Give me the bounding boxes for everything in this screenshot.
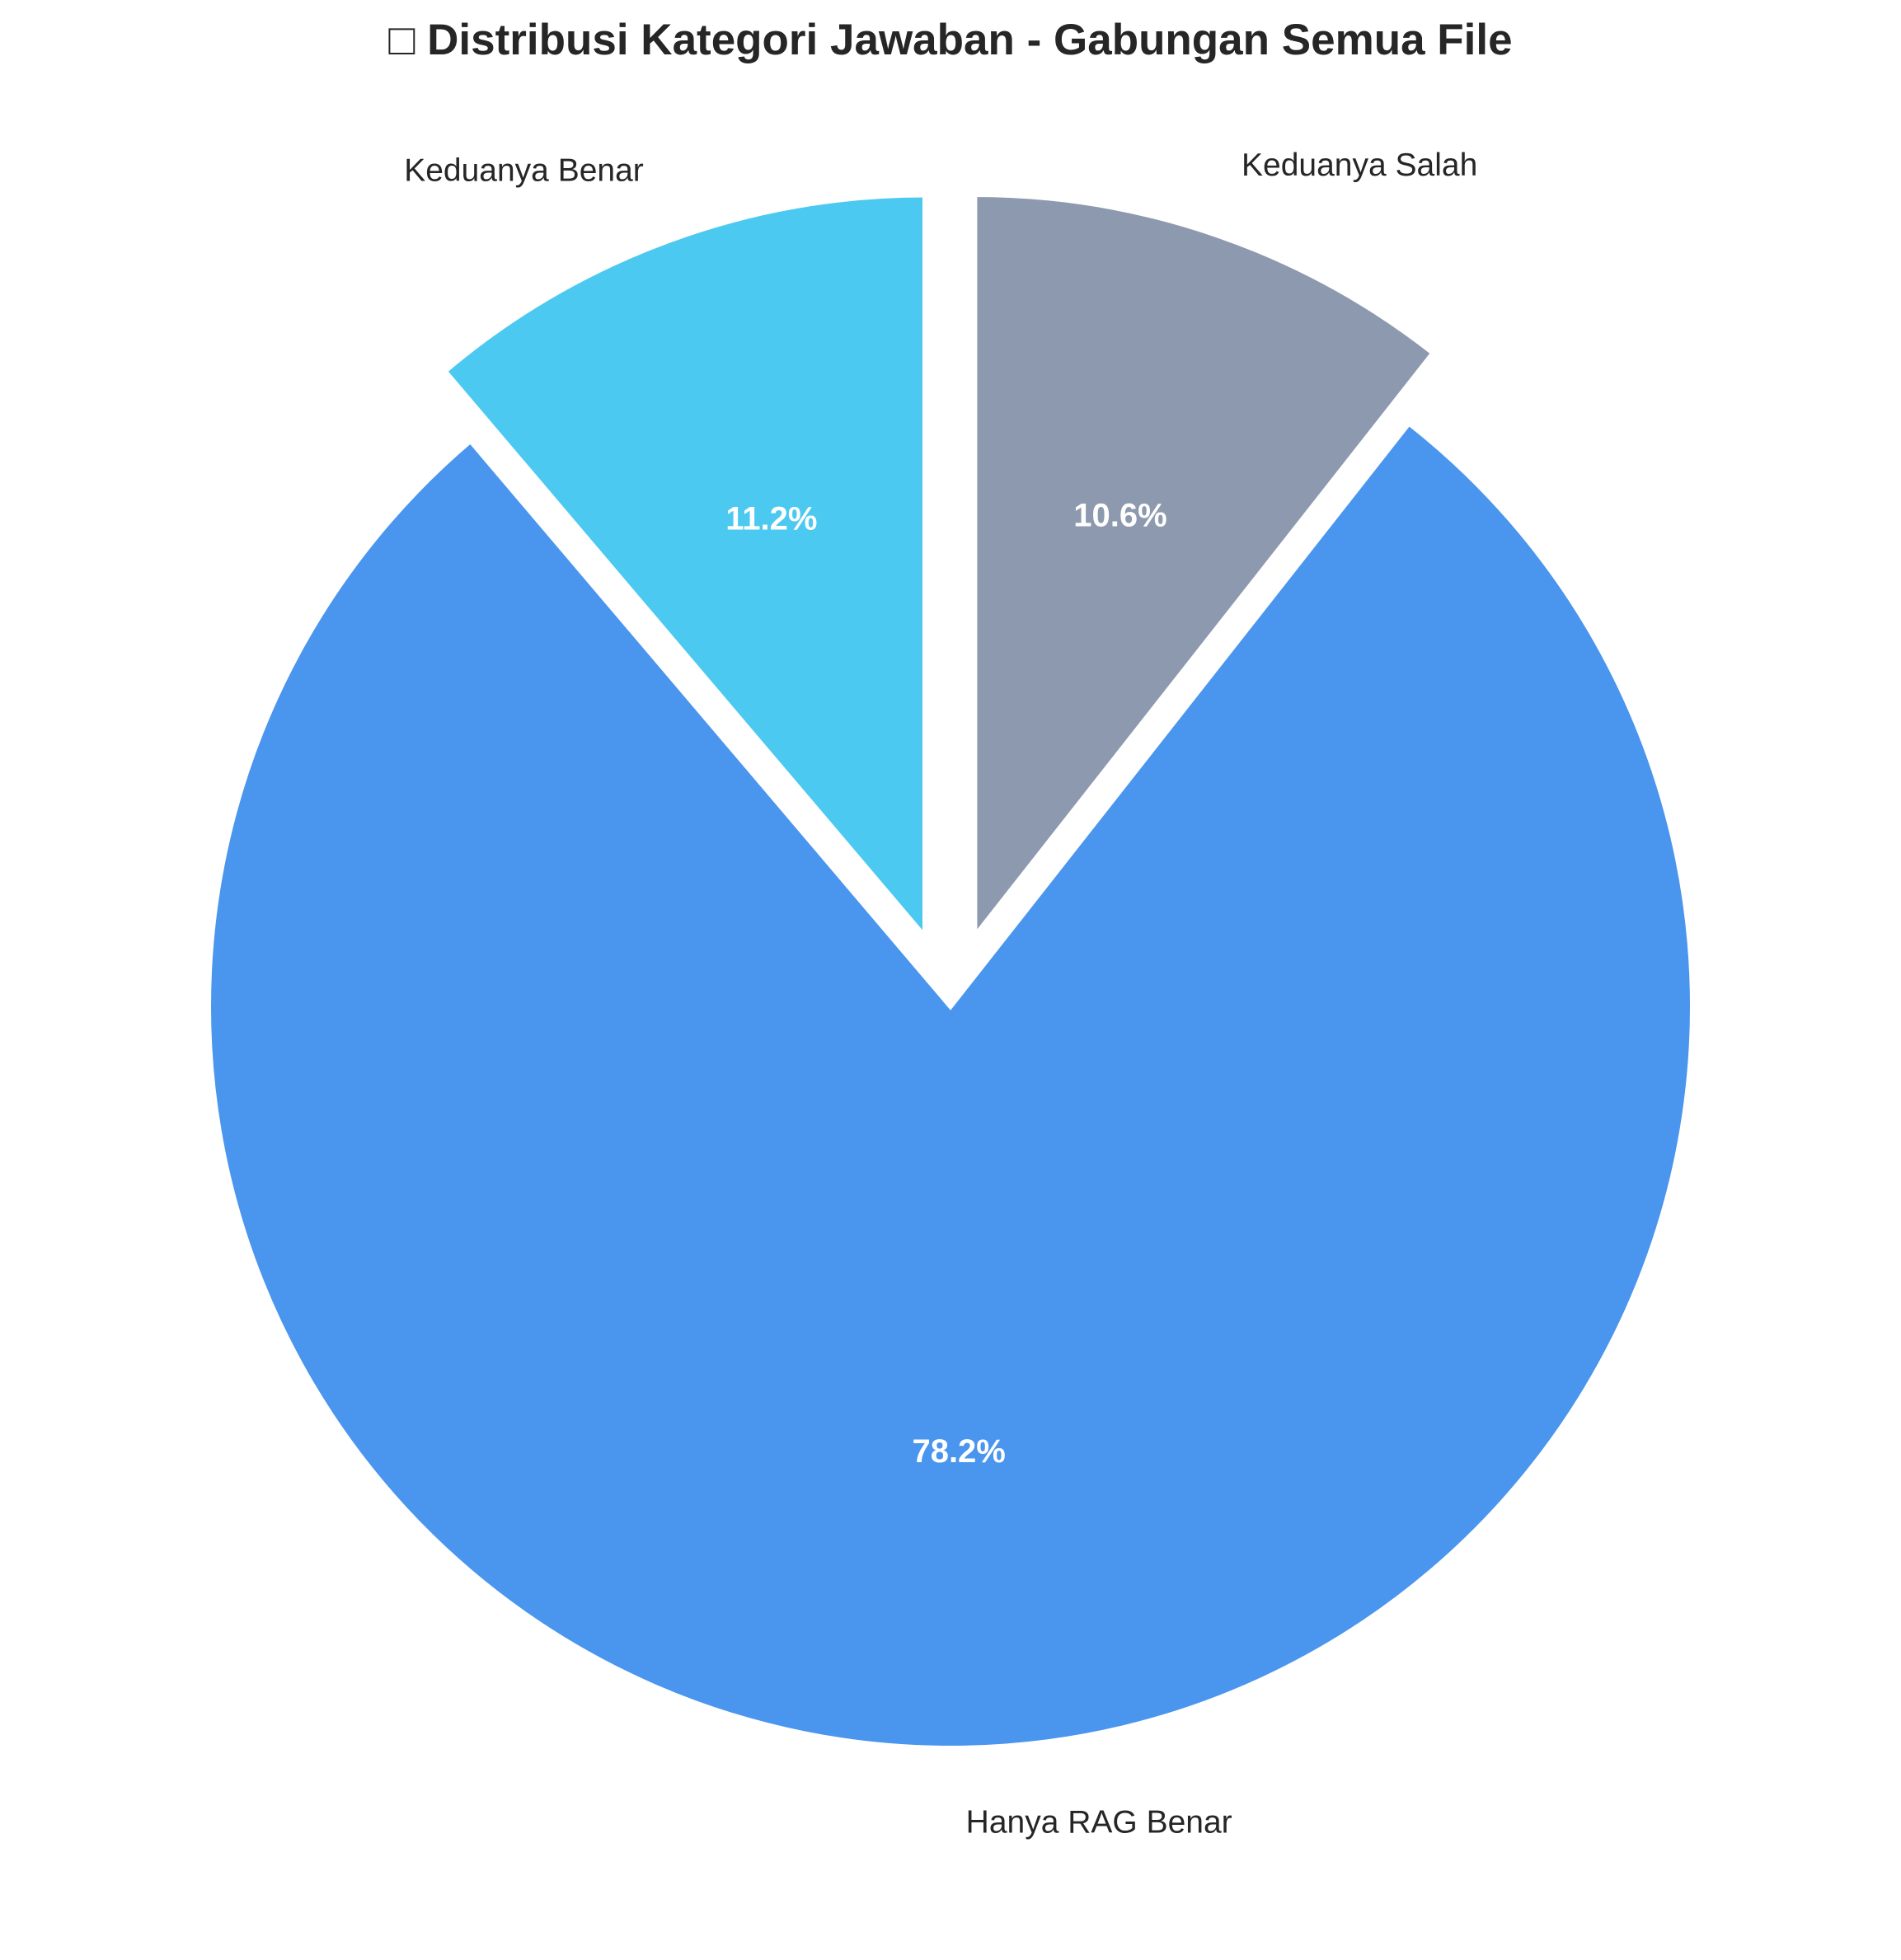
percent-labels: 11.2% 78.2% 10.6% xyxy=(725,498,1166,1470)
pie-slices xyxy=(206,191,1695,1751)
slice-label-keduanya-salah: Keduanya Salah xyxy=(1242,148,1477,183)
slice-label-keduanya-benar: Keduanya Benar xyxy=(404,153,644,189)
pie-slice-hanya-rag-benar xyxy=(206,420,1695,1751)
chart-title-text: Distribusi Kategori Jawaban - Gabungan S… xyxy=(427,16,1512,64)
slice-percent-hanya-rag-benar: 78.2% xyxy=(912,1433,1005,1470)
chart-title: □ Distribusi Kategori Jawaban - Gabungan… xyxy=(388,16,1512,64)
pie-slice-keduanya-salah xyxy=(972,191,1437,944)
slice-percent-keduanya-benar: 11.2% xyxy=(725,501,817,537)
title-icon: □ xyxy=(388,16,427,64)
pie-slice-keduanya-benar xyxy=(441,192,927,944)
slice-percent-keduanya-salah: 10.6% xyxy=(1073,498,1166,534)
slice-label-hanya-rag-benar: Hanya RAG Benar xyxy=(966,1804,1232,1840)
slice-labels: Keduanya Benar Hanya RAG Benar Keduanya Sa… xyxy=(404,148,1477,1840)
